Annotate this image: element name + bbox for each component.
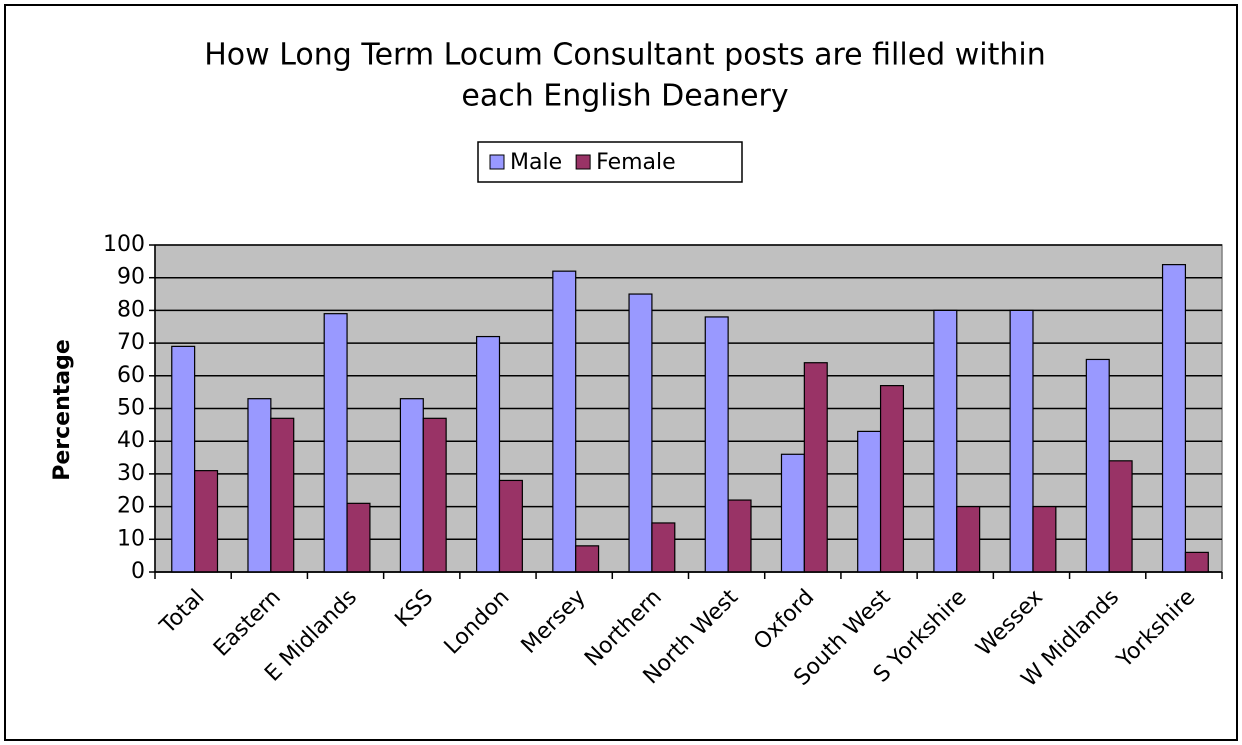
bar bbox=[933, 309, 958, 573]
bar bbox=[323, 313, 348, 573]
y-tick-label: 20 bbox=[117, 494, 145, 519]
bar bbox=[1108, 460, 1133, 573]
bar bbox=[575, 545, 600, 573]
legend-label: Male bbox=[510, 150, 562, 175]
y-tick-label: 30 bbox=[117, 461, 145, 486]
y-tick-label: 40 bbox=[117, 428, 145, 453]
bar bbox=[476, 335, 501, 573]
y-tick-label: 10 bbox=[117, 526, 145, 551]
legend-box bbox=[477, 141, 743, 183]
bar bbox=[803, 362, 828, 573]
bar bbox=[247, 398, 272, 573]
bar bbox=[1009, 309, 1034, 573]
y-tick-label: 0 bbox=[131, 559, 145, 584]
bar bbox=[1161, 264, 1187, 573]
bar bbox=[628, 293, 653, 573]
y-tick-label: 90 bbox=[117, 265, 145, 290]
bar bbox=[422, 417, 447, 573]
bar bbox=[270, 417, 295, 573]
legend-swatch bbox=[575, 154, 591, 170]
bar bbox=[171, 345, 196, 573]
bar bbox=[1032, 506, 1057, 573]
y-tick-label: 100 bbox=[103, 232, 145, 257]
y-tick-label: 80 bbox=[117, 297, 145, 322]
y-tick-label: 70 bbox=[117, 330, 145, 355]
chart-title: How Long Term Locum Consultant posts are… bbox=[204, 38, 1046, 73]
legend-swatch bbox=[489, 154, 505, 170]
y-tick-label: 50 bbox=[117, 396, 145, 421]
bar bbox=[552, 270, 577, 573]
bar bbox=[956, 506, 981, 573]
bar bbox=[651, 522, 676, 573]
bar bbox=[194, 470, 219, 573]
legend-label: Female bbox=[596, 150, 676, 175]
bar bbox=[399, 398, 424, 573]
bar bbox=[498, 479, 523, 573]
bar bbox=[727, 499, 752, 573]
y-tick-label: 60 bbox=[117, 363, 145, 388]
bar bbox=[1184, 551, 1209, 573]
bar bbox=[1085, 358, 1110, 573]
bar bbox=[704, 316, 729, 573]
y-axis-title: Percentage bbox=[50, 339, 75, 481]
bar bbox=[346, 502, 371, 573]
bar bbox=[780, 453, 805, 573]
bar bbox=[857, 430, 882, 573]
chart-title: each English Deanery bbox=[461, 79, 788, 114]
bar bbox=[879, 385, 905, 573]
